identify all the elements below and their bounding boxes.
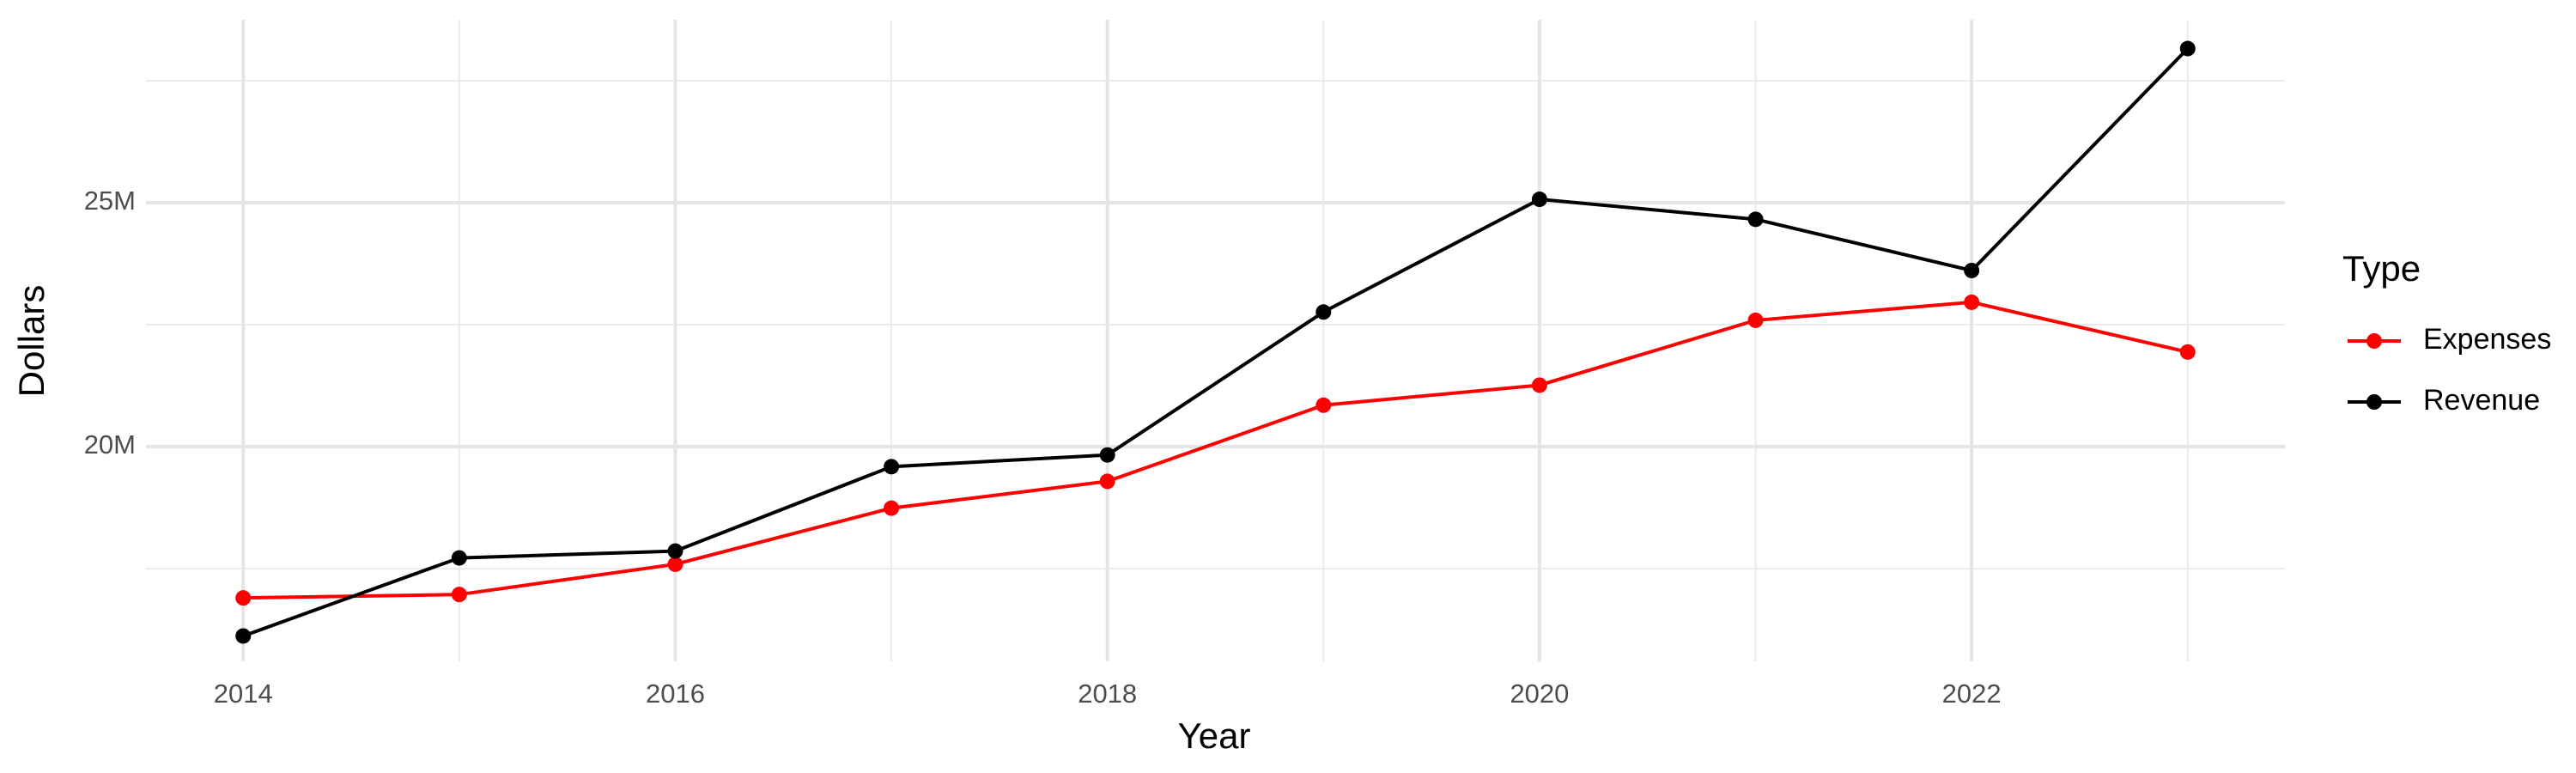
y-tick-label: 20M xyxy=(84,429,136,460)
data-point xyxy=(451,550,467,566)
data-point xyxy=(1099,473,1115,490)
data-point xyxy=(1315,397,1332,413)
data-point xyxy=(1964,262,1980,278)
y-tick-label: 25M xyxy=(84,186,136,216)
data-point xyxy=(235,590,252,606)
data-point xyxy=(451,587,467,603)
data-point xyxy=(1315,304,1332,320)
legend-label: Expenses xyxy=(2423,323,2551,356)
x-tick-label: 2014 xyxy=(214,679,273,709)
x-tick-label: 2018 xyxy=(1078,679,1137,709)
data-point xyxy=(2179,40,2196,57)
data-point xyxy=(1531,377,1547,393)
x-axis-title: Year xyxy=(1178,715,1251,756)
data-point xyxy=(1531,192,1547,208)
data-point xyxy=(1964,294,1980,310)
data-point xyxy=(1099,447,1115,463)
data-point xyxy=(667,543,683,559)
data-point xyxy=(667,556,683,572)
x-tick-label: 2022 xyxy=(1942,679,2002,709)
series-line xyxy=(242,47,2190,638)
data-point xyxy=(884,500,900,516)
series-line xyxy=(243,300,2189,600)
data-point xyxy=(1747,211,1764,228)
data-point xyxy=(2179,344,2196,360)
data-point xyxy=(235,628,252,644)
legend-marker xyxy=(2366,394,2382,410)
data-point xyxy=(884,459,900,475)
y-axis-title: Dollars xyxy=(11,285,52,398)
x-tick-label: 2016 xyxy=(646,679,705,709)
legend-title: Type xyxy=(2342,248,2421,289)
legend-label: Revenue xyxy=(2423,384,2540,417)
data-point xyxy=(1747,312,1764,328)
x-tick-label: 2020 xyxy=(1510,679,1569,709)
legend-marker xyxy=(2366,333,2382,349)
